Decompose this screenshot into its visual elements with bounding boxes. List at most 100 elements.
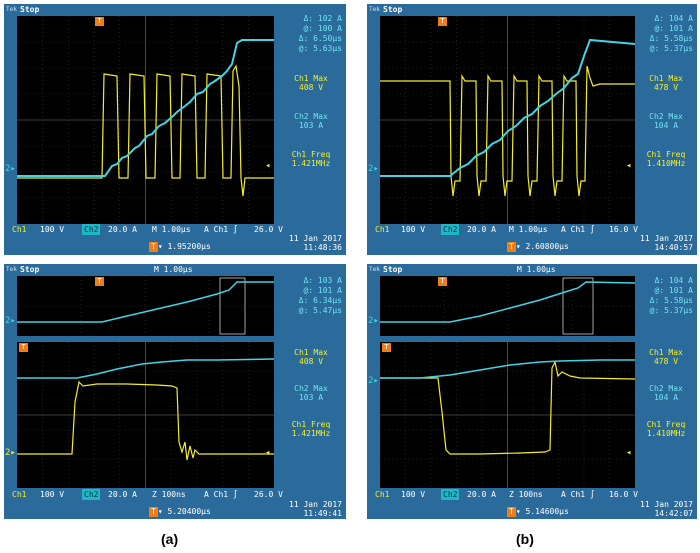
ch1-freq-readout: Ch1 Freq 1.410MHz [646,150,686,168]
cursor-delta-current: Δ: 104 A [654,276,693,285]
ch1-label: Ch1 [375,490,390,499]
ch2-ground-marker: 2▸ [368,316,379,326]
channel-settings-bar: Ch1 100 V Ch2 20.0 A M 1.00µs A Ch1 ∫ 26… [4,224,346,235]
zoom-window [219,277,246,335]
ch1-scale: 100 V [40,225,65,234]
scope-panel-b-zoom: Tek Stop M 1.00µs T 2▸ [367,264,697,519]
ch2-current-trace [380,359,635,379]
cursor-position: T ▾ 5.14600µs [507,507,569,517]
zoom-waveform-svg [380,342,635,488]
cursor-at-current: @: 101 A [654,286,693,295]
header-timebase: M 1.00µs [154,265,193,274]
cursor-readout: Δ: 104 A @: 101 A Δ: 5.58µs @: 5.37µs [631,14,693,54]
cursor-delta-current: Δ: 103 A [303,276,342,285]
cursor-delta-time: Δ: 6.34µs [298,296,342,305]
waveform-area: T [17,16,274,224]
ch1-voltage-trace [17,380,274,461]
ch1-voltage-trace [380,360,635,455]
ch2-scale: 20.0 A [467,490,496,499]
ch2-scale: 20.0 A [108,225,137,234]
trigger-marker-zoom: T [382,343,391,352]
ch2-ground-marker: 2▸ [5,164,16,174]
ch1-max-readout: Ch1 Max 478 V [649,348,683,366]
ch1-max-readout: Ch1 Max 408 V [294,348,328,366]
ch1-max-readout: Ch1 Max 408 V [294,74,328,92]
cursor-delta-time: Δ: 5.58µs [649,296,693,305]
ch2-current-trace [17,358,274,379]
status-bar: Tek Stop M 1.00µs [367,264,697,276]
trigger-level: 16.0 V [609,490,638,499]
ch2-scale: 20.0 A [108,490,137,499]
ch1-scale: 100 V [401,490,426,499]
trigger-level-marker: ◂ [626,161,632,171]
ch2-max-readout: Ch2 Max 103 A [294,112,328,130]
ch2-max-readout: Ch2 Max 104 A [649,112,683,130]
trigger-level: 26.0 V [254,225,283,234]
cursor-delta-current: Δ: 104 A [654,14,693,23]
trigger-marker: T [438,17,447,26]
ch2-label: Ch2 [82,224,101,235]
cursor-at-current: @: 100 A [303,24,342,33]
ch1-scale: 100 V [401,225,426,234]
ch1-freq-readout: Ch1 Freq 1.410MHz [646,420,686,438]
overview-area: T [17,276,274,336]
ch2-label: Ch2 [441,489,460,500]
cursor-at-time: @: 5.47µs [298,306,342,315]
trigger-source: A Ch1 ∫ [204,490,238,499]
cursor-position: T ▾ 5.20400µs [149,507,211,517]
cursor-at-current: @: 101 A [654,24,693,33]
trigger-source: A Ch1 ∫ [561,225,595,234]
waveform-svg [380,16,635,224]
timestamp: 11 Jan 2017 11:48:36 [289,234,342,252]
ch2-overview-trace [380,281,635,323]
cursor-delta-time: Δ: 5.58µs [649,34,693,43]
timestamp: 11 Jan 2017 11:49:41 [289,500,342,518]
ch2-max-readout: Ch2 Max 103 A [294,384,328,402]
cursor-readout: Δ: 102 A @: 100 A Δ: 6.50µs @: 5.63µs [274,14,342,54]
zoom-waveform-area: T [17,342,274,488]
trigger-level-marker: ◂ [626,448,632,458]
ch2-label: Ch2 [82,489,101,500]
ch2-ground-marker: 2▸ [368,164,379,174]
scope-panel-a-zoom: Tek Stop M 1.00µs T 2▸ [4,264,346,519]
status-bar: Tek Stop M 1.00µs [4,264,346,276]
acq-status: Stop [20,5,40,14]
status-bar: Tek Stop [4,4,346,16]
ch1-scale: 100 V [40,490,65,499]
trigger-marker: T [438,277,447,286]
trigger-source: A Ch1 ∫ [204,225,238,234]
header-timebase: M 1.00µs [517,265,556,274]
timestamp: 11 Jan 2017 14:40:57 [640,234,693,252]
ch1-freq-readout: Ch1 Freq 1.421MHz [291,420,331,438]
cursor-readout: Δ: 104 A @: 101 A Δ: 5.58µs @: 5.37µs [631,276,693,316]
ch2-ground-marker: 2▸ [5,316,16,326]
trigger-level-marker: ◂ [265,161,271,171]
waveform-area: T [380,16,635,224]
cursor-position: T ▾ 2.60800µs [507,242,569,252]
cursor-delta-time: Δ: 6.50µs [298,34,342,43]
ch1-freq-readout: Ch1 Freq 1.421MHz [291,150,331,168]
timebase: M 1.00µs [152,225,191,234]
overview-svg [17,276,274,336]
channel-settings-bar: Ch1 100 V Ch2 20.0 A Z 100ns A Ch1 ∫ 26.… [4,489,346,500]
caption-b: (b) [516,531,534,547]
zoom-waveform-svg [17,342,274,488]
status-bar: Tek Stop [367,4,697,16]
scope-panel-a-top: Tek Stop T 2▸ ◂ Δ: 102 A @: 100 A Δ: 6.5… [4,4,346,255]
tek-logo: Tek [6,6,17,13]
ch1-voltage-trace [380,65,635,197]
zoom-window [562,277,594,335]
trigger-marker: T [95,277,104,286]
timebase: Z 100ns [152,490,186,499]
acq-status: Stop [383,265,403,274]
ch2-ground-marker-zoom: 2▸ [5,448,16,458]
cursor-at-time: @: 5.37µs [649,306,693,315]
trigger-marker-zoom: T [19,343,28,352]
ch2-max-readout: Ch2 Max 104 A [649,384,683,402]
cursor-delta-current: Δ: 102 A [303,14,342,23]
ch2-overview-trace [17,281,274,323]
ch2-ground-marker-zoom: 2▸ [368,376,379,386]
ch2-label: Ch2 [441,224,460,235]
cursor-at-time: @: 5.37µs [649,44,693,53]
ch2-scale: 20.0 A [467,225,496,234]
